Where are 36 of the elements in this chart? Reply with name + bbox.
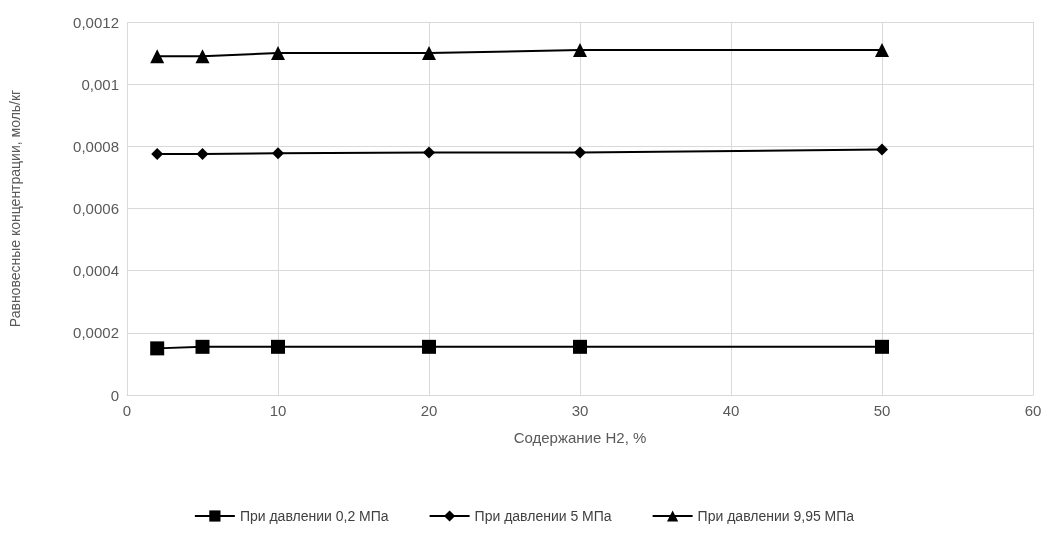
x-tick-label: 30 [571, 402, 589, 419]
point [271, 46, 285, 61]
point [423, 146, 435, 159]
x-tick-label: 0 [122, 402, 132, 419]
point [272, 147, 284, 160]
point [195, 339, 210, 354]
x-tick-label: 40 [722, 402, 740, 419]
x-tick-label: 60 [1024, 402, 1042, 419]
y-tick-label: 0,001 [81, 75, 119, 93]
y-tick-label: 0,0008 [73, 137, 119, 155]
y-tick-label: 0,0002 [73, 324, 119, 342]
legend-label: При давлении 0,2 МПа [239, 508, 389, 524]
x-tick-label: 50 [873, 402, 891, 419]
point [876, 143, 888, 156]
point [271, 339, 285, 354]
legend-label: При давлении 5 МПа [474, 508, 612, 524]
x-axis-title: Содержание H2, % [513, 429, 647, 446]
legend-label: При давлении 9,95 МПа [697, 508, 855, 524]
y-tick-label: 0 [110, 386, 119, 404]
y-tick-label: 0,0006 [73, 200, 119, 217]
point [150, 341, 165, 356]
y-axis-title: Равновесные концентрации, моль/кг [7, 89, 23, 328]
y-tick-label: 0,0004 [73, 262, 119, 280]
point [150, 49, 165, 64]
point [573, 339, 587, 354]
point [196, 148, 209, 161]
y-tick-label: 0,0012 [73, 13, 119, 31]
point [574, 146, 586, 159]
point [195, 49, 210, 64]
point [422, 46, 436, 61]
point [875, 339, 889, 354]
x-tick-label: 20 [420, 402, 438, 419]
x-tick-label: 10 [269, 402, 287, 419]
point [422, 339, 436, 354]
point [573, 42, 587, 57]
point [875, 42, 889, 57]
